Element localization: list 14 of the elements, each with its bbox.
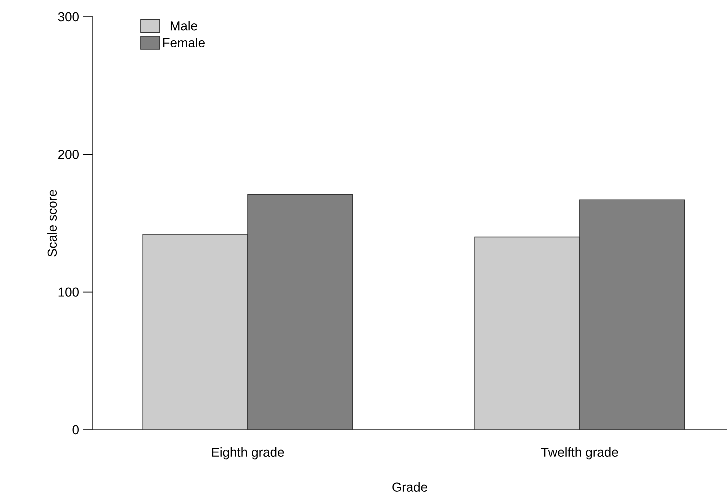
bar <box>142 234 248 430</box>
y-tick-label: 300 <box>58 12 79 22</box>
y-tick-label: 100 <box>58 288 79 297</box>
legend-label: Female <box>163 38 205 48</box>
legend-label: Male <box>170 21 198 31</box>
x-tick-label: Twelfth grade <box>541 448 618 460</box>
y-tick-label: 0 <box>72 425 79 435</box>
bar <box>474 236 580 430</box>
x-axis-title: Grade <box>392 482 428 492</box>
x-tick-label: Eighth grade <box>212 448 284 460</box>
bar <box>248 194 354 430</box>
bar <box>580 200 686 430</box>
y-axis-title: Scale score <box>48 190 58 257</box>
y-tick-label: 200 <box>58 150 79 160</box>
